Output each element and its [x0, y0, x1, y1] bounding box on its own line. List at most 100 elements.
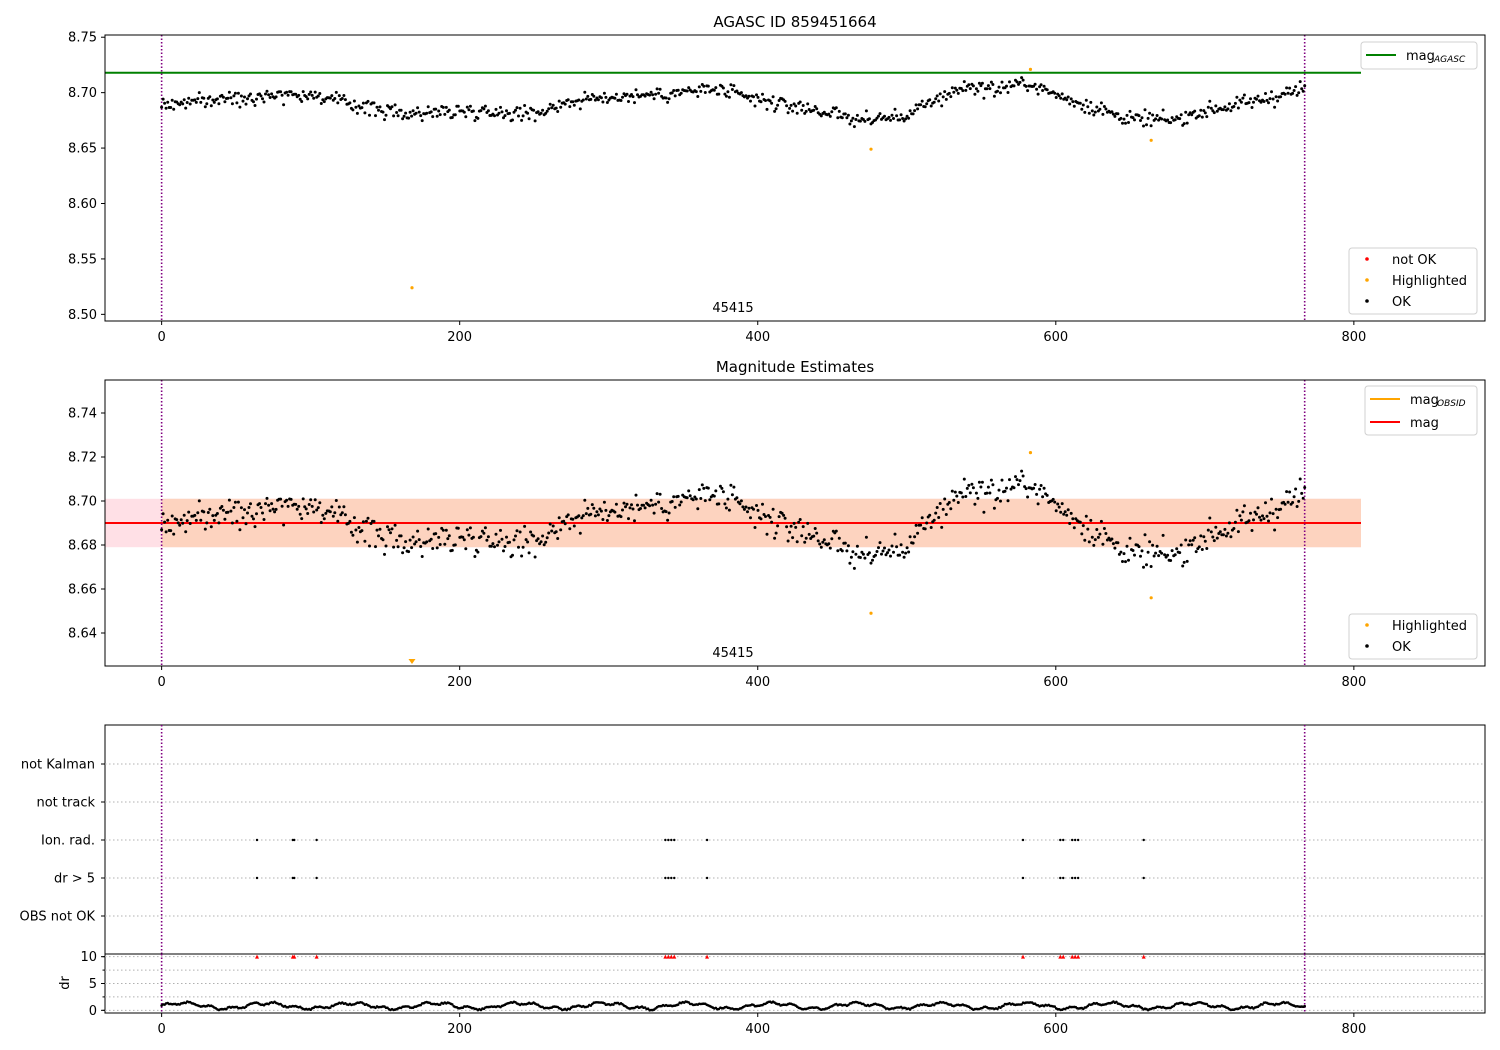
ok-point	[1122, 117, 1126, 121]
ok-point	[889, 118, 892, 122]
ok-point	[193, 513, 197, 517]
ok-point	[429, 110, 433, 114]
ok-point	[502, 549, 505, 553]
ok-point	[479, 535, 483, 539]
ok-point	[631, 507, 635, 511]
ok-point	[319, 521, 323, 524]
flag-point	[705, 876, 709, 880]
ok-point	[434, 532, 438, 536]
ok-point	[717, 502, 721, 506]
ok-point	[1015, 80, 1019, 84]
ok-point	[383, 118, 386, 122]
ok-point	[1161, 108, 1165, 112]
ok-point	[511, 118, 514, 122]
ok-point	[306, 97, 310, 101]
ok-point	[529, 530, 533, 534]
ok-point	[667, 511, 671, 515]
ok-point	[482, 531, 486, 535]
ok-point	[904, 551, 908, 555]
ok-point	[316, 506, 320, 510]
ok-point	[595, 510, 599, 514]
ok-point	[1014, 475, 1017, 479]
ok-point	[636, 503, 639, 507]
ok-point	[1137, 114, 1141, 118]
ok-point	[1262, 100, 1266, 103]
ok-point	[895, 545, 899, 549]
ok-point	[747, 506, 751, 510]
ok-point	[450, 116, 454, 119]
ok-point	[203, 105, 207, 109]
ok-point	[938, 502, 942, 505]
ok-point	[601, 100, 605, 104]
ok-point	[1253, 510, 1257, 514]
ok-point	[1057, 505, 1061, 509]
ok-point	[1233, 101, 1237, 105]
ok-point	[301, 497, 305, 501]
ok-point	[464, 115, 468, 119]
ok-point	[1006, 499, 1010, 503]
y-tick-label: 8.70	[68, 495, 97, 510]
ok-point	[1242, 93, 1246, 97]
ok-point	[950, 86, 954, 90]
ok-point	[901, 550, 905, 554]
ok-point	[1208, 516, 1212, 520]
ok-point	[655, 492, 659, 496]
ok-point	[563, 522, 567, 526]
ok-point	[1274, 95, 1278, 99]
ok-point	[1193, 536, 1197, 540]
dr-axis-label: dr	[58, 976, 73, 990]
ok-point	[667, 97, 671, 101]
ok-point	[545, 109, 549, 113]
ok-point	[973, 502, 977, 506]
ok-point	[512, 538, 516, 542]
ok-point	[521, 114, 525, 118]
x-tick-label: 600	[1043, 1022, 1068, 1037]
ok-point	[1093, 110, 1097, 114]
ok-point	[354, 528, 358, 532]
ok-point	[1125, 113, 1129, 117]
y-tick-label: 8.70	[68, 86, 97, 101]
ok-point	[1226, 107, 1230, 111]
ok-point	[208, 507, 212, 511]
ok-point	[533, 119, 537, 123]
ok-point	[878, 541, 882, 545]
ok-point	[566, 98, 570, 102]
ok-point	[1089, 100, 1093, 104]
ok-point	[410, 546, 414, 550]
ok-point	[233, 91, 237, 95]
ok-point	[756, 95, 760, 99]
ok-point	[473, 555, 477, 558]
ok-point	[1145, 123, 1148, 127]
ok-point	[962, 80, 966, 84]
ok-point	[355, 111, 359, 115]
ok-point	[777, 515, 781, 519]
ok-point	[599, 509, 603, 513]
ok-point	[727, 95, 731, 99]
ok-point	[392, 545, 396, 549]
ok-point	[1003, 489, 1007, 493]
ok-point	[1182, 560, 1186, 564]
ok-point	[666, 100, 670, 104]
ok-point	[670, 91, 674, 95]
ok-point	[172, 107, 176, 111]
ok-point	[642, 503, 645, 507]
ok-point	[176, 521, 180, 525]
ok-point	[630, 503, 633, 507]
ok-point	[980, 480, 984, 484]
ok-point	[227, 498, 231, 502]
ok-point	[691, 498, 695, 502]
ok-point	[1178, 117, 1182, 121]
ok-point	[1006, 91, 1010, 94]
ok-point	[229, 96, 233, 100]
ok-point	[729, 83, 733, 87]
ok-point	[735, 496, 739, 500]
ok-point	[274, 507, 278, 511]
ok-point	[807, 108, 811, 111]
ok-point	[181, 521, 185, 525]
ok-point	[798, 100, 802, 104]
ok-point	[497, 111, 501, 115]
ok-point	[425, 540, 429, 544]
ok-point	[178, 103, 182, 107]
ok-point	[636, 93, 639, 97]
ok-point	[1066, 508, 1070, 512]
